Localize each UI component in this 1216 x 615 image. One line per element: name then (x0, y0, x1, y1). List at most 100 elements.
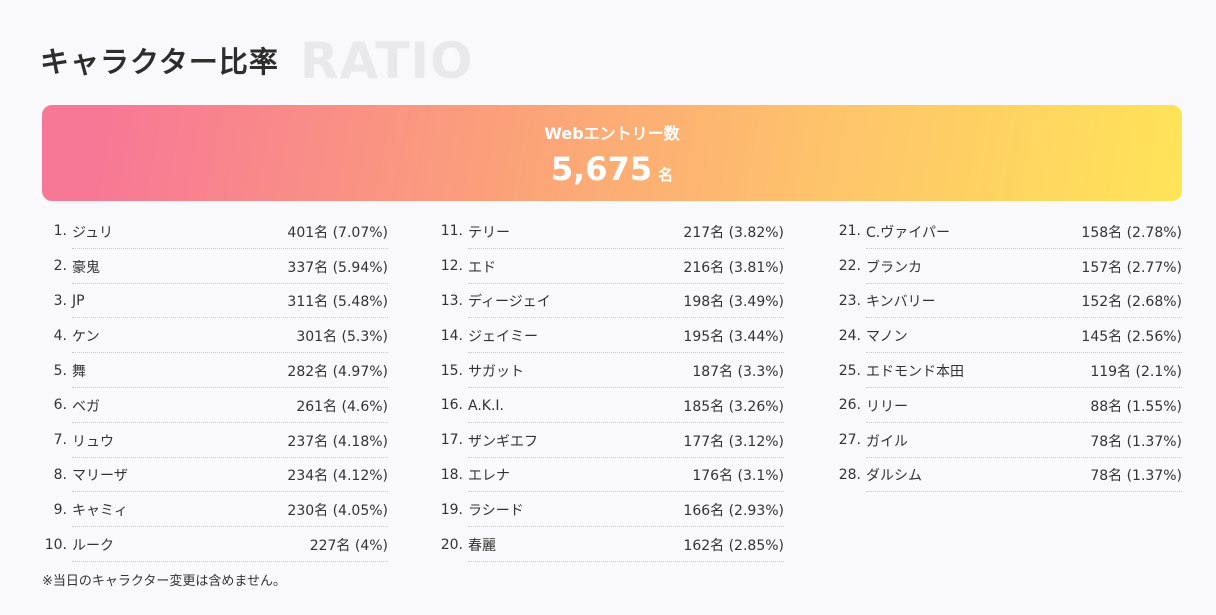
ranking-entry: ルーク 227名 (4%) (72, 527, 388, 562)
ranking-row: 5. 舞 282名 (4.97%) (42, 353, 388, 388)
rank-number: 12. (440, 258, 463, 275)
ranking-row: 11. テリー 217名 (3.82%) (438, 214, 784, 249)
ranking-row: 24. マノン 145名 (2.56%) (836, 318, 1182, 354)
ranking-entry: A.K.I. 185名 (3.26%) (468, 388, 784, 423)
character-count: 237名 (4.18%) (287, 433, 388, 450)
character-name: ダルシム (866, 468, 922, 485)
ranking-entry: 豪鬼 337名 (5.94%) (72, 249, 388, 284)
ranking-entry: ジェイミー 195名 (3.44%) (468, 318, 784, 354)
ranking-entry: ジュリ 401名 (7.07%) (72, 214, 388, 249)
character-name: 春麗 (468, 538, 496, 555)
character-count: 234名 (4.12%) (287, 468, 388, 485)
character-count: 88名 (1.55%) (1090, 398, 1182, 415)
entry-count-banner: Webエントリー数 5,675 名 (42, 105, 1182, 201)
ranking-row: 1. ジュリ 401名 (7.07%) (42, 214, 388, 249)
ranking-entry: リュウ 237名 (4.18%) (72, 423, 388, 458)
ranking-row: 21. C.ヴァイパー 158名 (2.78%) (836, 214, 1182, 249)
ranking-row: 20. 春麗 162名 (2.85%) (438, 527, 784, 562)
ranking-row: 26. リリー 88名 (1.55%) (836, 388, 1182, 423)
rank-number: 9. (53, 501, 67, 518)
rank-number: 13. (440, 292, 463, 309)
character-name: エレナ (468, 468, 510, 485)
rank-number: 10. (44, 536, 67, 553)
character-name: キャミィ (72, 503, 128, 520)
character-name: エド (468, 259, 496, 276)
ranking-row: 7. リュウ 237名 (4.18%) (42, 423, 388, 458)
rank-number: 2. (53, 258, 67, 275)
character-count: 261名 (4.6%) (296, 398, 388, 415)
rank-number: 17. (440, 432, 463, 449)
rank-number: 20. (440, 536, 463, 553)
character-count: 227名 (4%) (309, 538, 388, 555)
character-count: 145名 (2.56%) (1081, 329, 1182, 346)
rank-number: 24. (838, 327, 861, 344)
entry-count-value: 5,675 (550, 150, 653, 188)
rank-number: 21. (838, 223, 861, 240)
ranking-entry: キンバリー 152名 (2.68%) (866, 284, 1182, 319)
character-name: エドモンド本田 (866, 364, 964, 381)
rank-number: 8. (53, 466, 67, 483)
character-count: 187名 (3.3%) (692, 364, 784, 381)
character-count: 216名 (3.81%) (683, 259, 784, 276)
ranking-row: 15. サガット 187名 (3.3%) (438, 353, 784, 388)
ranking-entry: キャミィ 230名 (4.05%) (72, 492, 388, 528)
character-count: 337名 (5.94%) (287, 259, 388, 276)
entry-count-label: Webエントリー数 (544, 124, 680, 143)
character-count: 166名 (2.93%) (683, 503, 784, 520)
ranking-entry: リリー 88名 (1.55%) (866, 388, 1182, 423)
rank-number: 25. (838, 362, 861, 379)
ranking-entry: C.ヴァイパー 158名 (2.78%) (866, 214, 1182, 249)
ranking-row: 9. キャミィ 230名 (4.05%) (42, 492, 388, 528)
ranking-entry: 舞 282名 (4.97%) (72, 353, 388, 388)
character-count: 401名 (7.07%) (287, 224, 388, 241)
character-name: A.K.I. (468, 397, 504, 414)
rank-number: 18. (440, 466, 463, 483)
character-count: 282名 (4.97%) (287, 364, 388, 381)
character-name: JP (72, 293, 85, 310)
ranking-entry: テリー 217名 (3.82%) (468, 214, 784, 249)
rank-number: 16. (440, 397, 463, 414)
ranking-entry: ザンギエフ 177名 (3.12%) (468, 423, 784, 458)
ranking-row: 6. ベガ 261名 (4.6%) (42, 388, 388, 423)
ranking-row: 19. ラシード 166名 (2.93%) (438, 492, 784, 528)
character-count: 198名 (3.49%) (683, 294, 784, 311)
ranking-row: 13. ディージェイ 198名 (3.49%) (438, 284, 784, 319)
character-count: 185名 (3.26%) (683, 398, 784, 415)
rank-number: 19. (440, 501, 463, 518)
rank-number: 3. (53, 292, 67, 309)
character-name: ジェイミー (468, 329, 538, 346)
ranking-entry: 春麗 162名 (2.85%) (468, 527, 784, 562)
ranking-row: 4. ケン 301名 (5.3%) (42, 318, 388, 354)
character-count: 119名 (2.1%) (1090, 364, 1182, 381)
rank-number: 1. (53, 223, 67, 240)
rank-number: 11. (440, 223, 463, 240)
ranking-row: 14. ジェイミー 195名 (3.44%) (438, 318, 784, 354)
rank-number: 23. (838, 292, 861, 309)
ranking-row: 25. エドモンド本田 119名 (2.1%) (836, 353, 1182, 388)
character-name: ベガ (72, 398, 100, 415)
ranking-column-1: 1. ジュリ 401名 (7.07%) 2. 豪鬼 337名 (5.94%) 3. JP 311… (42, 214, 388, 562)
character-count: 217名 (3.82%) (683, 224, 784, 241)
ranking-entry: ガイル 78名 (1.37%) (866, 423, 1182, 458)
rank-number: 28. (838, 466, 861, 483)
ranking-column-3: 21. C.ヴァイパー 158名 (2.78%) 22. ブランカ 157名 (2.77%… (836, 214, 1182, 493)
ranking-entry: サガット 187名 (3.3%) (468, 353, 784, 388)
ranking-row: 17. ザンギエフ 177名 (3.12%) (438, 423, 784, 458)
ranking-entry: エド 216名 (3.81%) (468, 249, 784, 284)
character-count: 176名 (3.1%) (692, 468, 784, 485)
ranking-entry: マノン 145名 (2.56%) (866, 318, 1182, 354)
character-count: 78名 (1.37%) (1090, 468, 1182, 485)
character-count: 152名 (2.68%) (1081, 294, 1182, 311)
ranking-entry: エドモンド本田 119名 (2.1%) (866, 353, 1182, 388)
character-name: C.ヴァイパー (866, 224, 950, 241)
entry-count-value-wrap: 5,675 名 (42, 150, 1182, 188)
ranking-row: 22. ブランカ 157名 (2.77%) (836, 249, 1182, 284)
rank-number: 26. (838, 397, 861, 414)
ranking-row: 23. キンバリー 152名 (2.68%) (836, 284, 1182, 319)
character-name: ガイル (866, 433, 908, 450)
character-name: ルーク (72, 538, 114, 555)
ranking-entry: ケン 301名 (5.3%) (72, 318, 388, 354)
ranking-entry: マリーザ 234名 (4.12%) (72, 458, 388, 493)
background-watermark: RATIO (300, 32, 474, 90)
ranking-row: 10. ルーク 227名 (4%) (42, 527, 388, 562)
